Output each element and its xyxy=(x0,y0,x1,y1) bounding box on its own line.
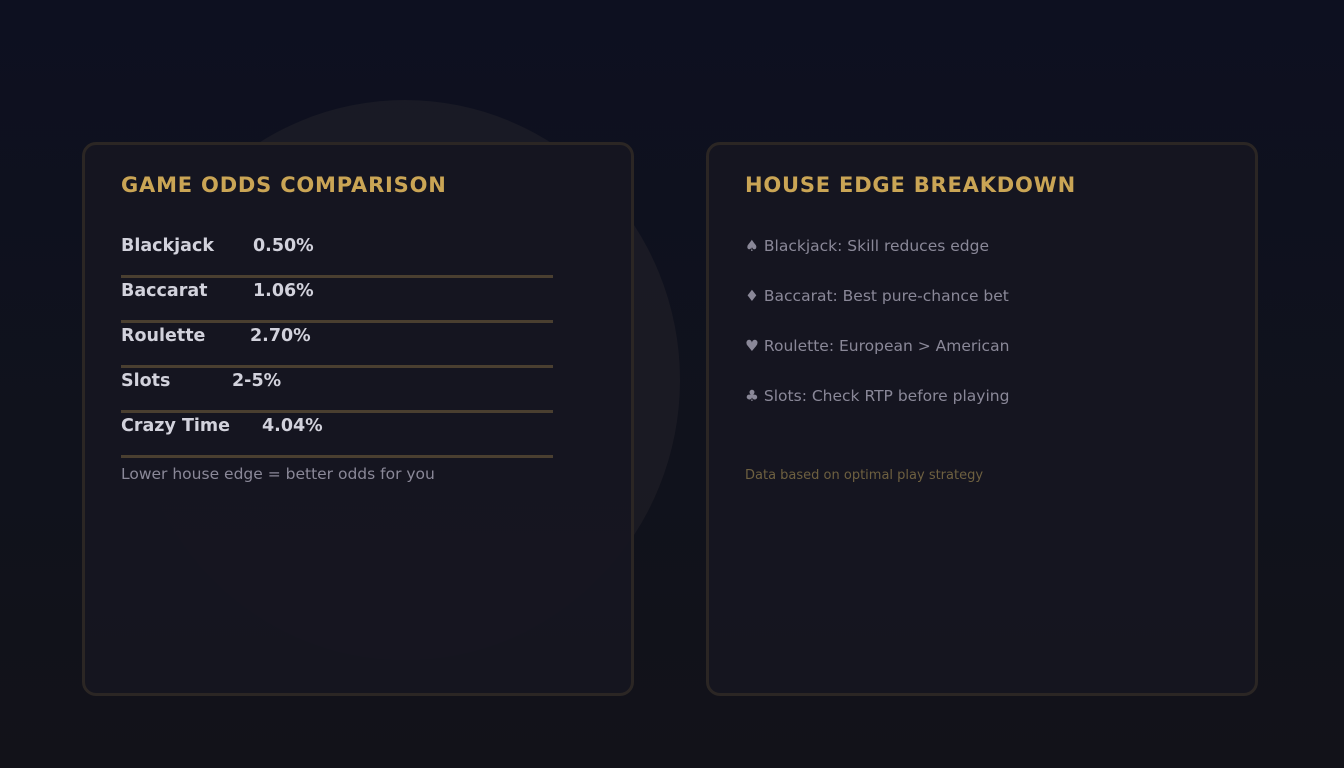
odds-note: Lower house edge = better odds for you xyxy=(121,465,435,483)
house-edge-value: 2-5% xyxy=(232,371,282,391)
tip-roulette: ♥ Roulette: European > American xyxy=(745,334,1009,384)
tip-baccarat: ♦ Baccarat: Best pure-chance bet xyxy=(745,284,1009,334)
heart-icon: ♥ xyxy=(745,337,759,355)
tip-blackjack: ♠ Blackjack: Skill reduces edge xyxy=(745,234,1009,284)
game-odds-card: GAME ODDS COMPARISON Blackjack 0.50% Bac… xyxy=(82,142,634,696)
odds-row-baccarat: Baccarat 1.06% xyxy=(121,278,553,323)
tip-text: Roulette: European > American xyxy=(763,337,1010,355)
house-edge-value: 0.50% xyxy=(253,236,314,256)
breakdown-tips: ♠ Blackjack: Skill reduces edge ♦ Baccarat… xyxy=(745,234,1009,434)
data-footnote: Data based on optimal play strategy xyxy=(745,468,984,483)
odds-row-blackjack: Blackjack 0.50% xyxy=(121,233,553,278)
odds-row-crazy-time: Crazy Time 4.04% xyxy=(121,413,553,458)
tip-text: Baccarat: Best pure-chance bet xyxy=(763,287,1009,305)
tip-slots: ♣ Slots: Check RTP before playing xyxy=(745,384,1009,434)
diamond-icon: ♦ xyxy=(745,287,759,305)
odds-row-roulette: Roulette 2.70% xyxy=(121,323,553,368)
breakdown-card-title: HOUSE EDGE BREAKDOWN xyxy=(745,173,1076,197)
odds-card-title: GAME ODDS COMPARISON xyxy=(121,173,447,197)
game-name: Blackjack xyxy=(121,236,214,256)
house-edge-value: 2.70% xyxy=(250,326,311,346)
odds-row-slots: Slots 2-5% xyxy=(121,368,553,413)
house-edge-value: 4.04% xyxy=(262,416,323,436)
game-name: Slots xyxy=(121,371,171,391)
house-edge-breakdown-card: HOUSE EDGE BREAKDOWN ♠ Blackjack: Skill r… xyxy=(706,142,1258,696)
game-name: Baccarat xyxy=(121,281,208,301)
game-name: Roulette xyxy=(121,326,206,346)
tip-text: Slots: Check RTP before playing xyxy=(763,387,1010,405)
club-icon: ♣ xyxy=(745,387,759,405)
spade-icon: ♠ xyxy=(745,237,759,255)
game-name: Crazy Time xyxy=(121,416,231,436)
tip-text: Blackjack: Skill reduces edge xyxy=(763,237,989,255)
house-edge-value: 1.06% xyxy=(253,281,314,301)
odds-list: Blackjack 0.50% Baccarat 1.06% Roulette … xyxy=(121,233,553,458)
